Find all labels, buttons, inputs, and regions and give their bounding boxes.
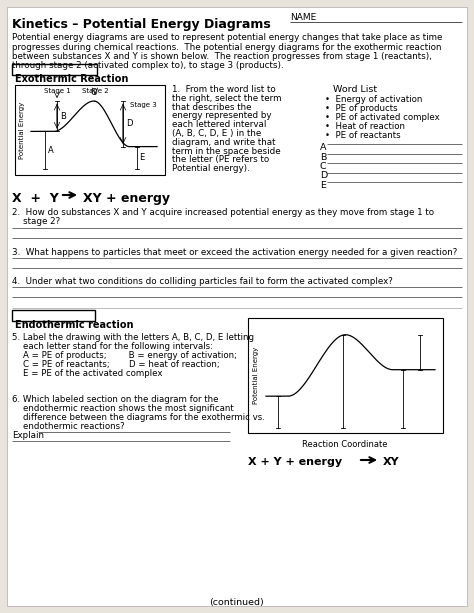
Text: stage 2?: stage 2?	[12, 217, 60, 226]
Text: difference between the diagrams for the exothermic vs.: difference between the diagrams for the …	[12, 413, 265, 422]
Text: Word List: Word List	[333, 85, 377, 94]
Text: Potential energy diagrams are used to represent potential energy changes that ta: Potential energy diagrams are used to re…	[12, 33, 442, 42]
Text: NAME: NAME	[290, 13, 316, 22]
Text: 2.  How do substances X and Y acquire increased potential energy as they move fr: 2. How do substances X and Y acquire inc…	[12, 208, 434, 217]
Text: Reaction Coordinate: Reaction Coordinate	[302, 440, 388, 449]
Text: the right, select the term: the right, select the term	[172, 94, 282, 103]
Text: C: C	[90, 88, 96, 97]
Text: E: E	[139, 153, 144, 162]
Text: Kinetics – Potential Energy Diagrams: Kinetics – Potential Energy Diagrams	[12, 18, 271, 31]
Text: B: B	[60, 112, 66, 121]
Text: progresses during chemical reactions.  The potential energy diagrams for the exo: progresses during chemical reactions. Th…	[12, 42, 441, 51]
Text: energy represented by: energy represented by	[172, 112, 272, 120]
Text: B: B	[320, 153, 327, 161]
Text: XY: XY	[383, 457, 400, 467]
Text: •  Energy of activation: • Energy of activation	[325, 95, 422, 104]
Text: each letter stand for the following intervals:: each letter stand for the following inte…	[12, 342, 213, 351]
Text: Explain: Explain	[12, 431, 44, 440]
Bar	[248, 318, 443, 433]
Text: that describes the: that describes the	[172, 102, 252, 112]
Text: C = PE of reactants;       D = heat of reaction;: C = PE of reactants; D = heat of reactio…	[12, 360, 220, 369]
Text: Stage 3: Stage 3	[130, 102, 157, 108]
Text: Stage 1: Stage 1	[44, 88, 70, 94]
Text: between substances X and Y is shown below.  The reaction progresses from stage 1: between substances X and Y is shown belo…	[12, 52, 432, 61]
Text: (continued): (continued)	[210, 598, 264, 607]
Text: A: A	[320, 143, 327, 152]
Text: D: D	[126, 120, 133, 128]
Text: X  +  Y: X + Y	[12, 192, 59, 205]
Text: endothermic reactions?: endothermic reactions?	[12, 422, 125, 431]
Text: •  PE of products: • PE of products	[325, 104, 398, 113]
Text: Exothermic Reaction: Exothermic Reaction	[15, 75, 128, 85]
Text: Potential energy).: Potential energy).	[172, 164, 250, 173]
Bar	[12, 64, 97, 75]
Text: 4.  Under what two conditions do colliding particles fail to form the activated : 4. Under what two conditions do collidin…	[12, 277, 393, 286]
Text: XY + energy: XY + energy	[83, 192, 170, 205]
Text: C: C	[320, 162, 327, 171]
Text: X + Y + energy: X + Y + energy	[248, 457, 342, 467]
Bar	[15, 85, 165, 175]
Text: Stage 2: Stage 2	[82, 88, 109, 94]
Text: 3.  What happens to particles that meet or exceed the activation energy needed f: 3. What happens to particles that meet o…	[12, 248, 457, 257]
Text: •  PE of reactants: • PE of reactants	[325, 131, 401, 140]
Text: A: A	[48, 146, 54, 154]
Text: 6. Which labeled section on the diagram for the: 6. Which labeled section on the diagram …	[12, 395, 219, 404]
Text: diagram, and write that: diagram, and write that	[172, 138, 275, 147]
Text: term in the space beside: term in the space beside	[172, 147, 281, 156]
Text: •  Heat of reaction: • Heat of reaction	[325, 122, 405, 131]
Text: E = PE of the activated complex: E = PE of the activated complex	[12, 369, 163, 378]
Text: A = PE of products;        B = energy of activation;: A = PE of products; B = energy of activa…	[12, 351, 237, 360]
Text: each lettered interval: each lettered interval	[172, 120, 266, 129]
Text: through stage 2 (activated complex to), to stage 3 (products).: through stage 2 (activated complex to), …	[12, 61, 283, 70]
Text: Potential Energy: Potential Energy	[19, 101, 25, 159]
Text: 1.  From the word list to: 1. From the word list to	[172, 85, 276, 94]
Text: the letter (PE refers to: the letter (PE refers to	[172, 156, 269, 164]
Text: •  PE of activated complex: • PE of activated complex	[325, 113, 440, 122]
Text: 5. Label the drawing with the letters A, B, C, D, E letting: 5. Label the drawing with the letters A,…	[12, 333, 254, 342]
Text: (A, B, C, D, E ) in the: (A, B, C, D, E ) in the	[172, 129, 261, 138]
Text: D: D	[320, 172, 327, 180]
Text: E: E	[320, 181, 326, 190]
Bar	[12, 310, 95, 321]
Text: Potential Energy: Potential Energy	[253, 346, 259, 403]
Text: Endothermic reaction: Endothermic reaction	[15, 321, 134, 330]
Text: endothermic reaction shows the most significant: endothermic reaction shows the most sign…	[12, 404, 234, 413]
